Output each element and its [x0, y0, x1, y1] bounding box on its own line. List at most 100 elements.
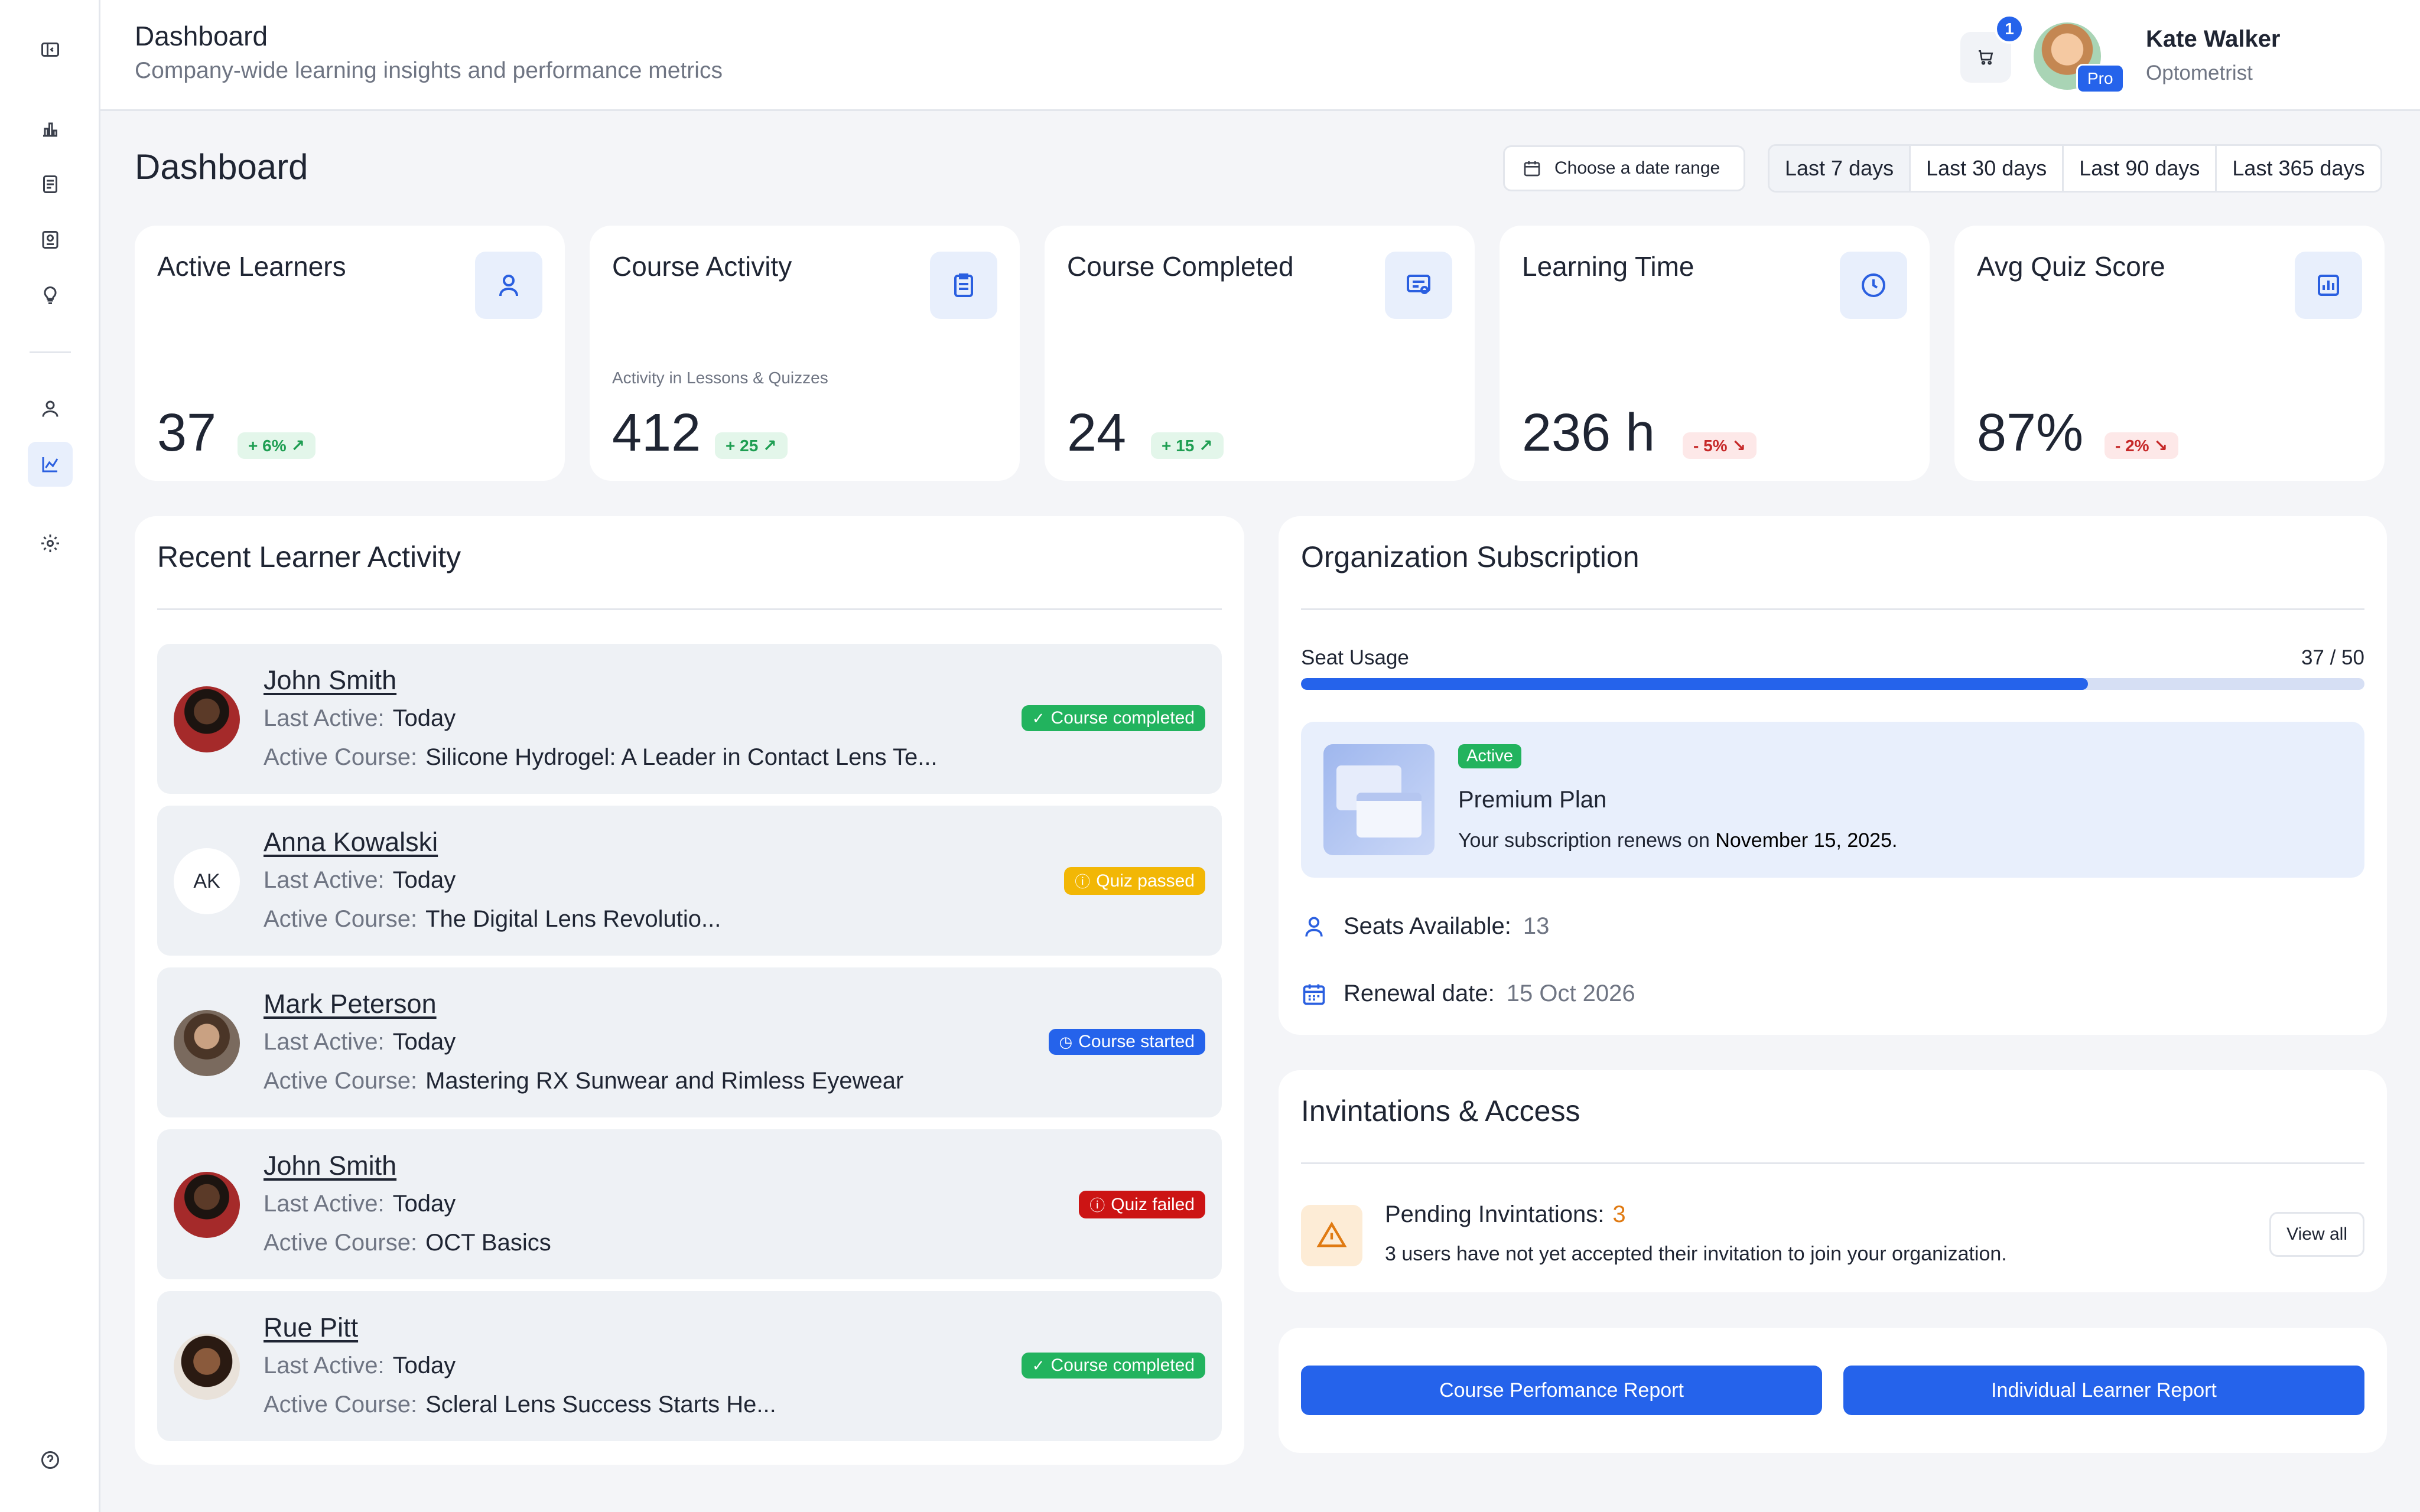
stat-title: Active Learners	[157, 251, 346, 282]
stat-title: Avg Quiz Score	[1977, 251, 2165, 282]
clipboard-icon	[954, 273, 973, 297]
stat-value: 24	[1067, 403, 1127, 462]
user-icon	[42, 400, 58, 417]
user-icon	[1305, 917, 1323, 937]
header-subtitle: Company-wide learning insights and perfo…	[135, 58, 723, 83]
stat-delta: - 5% ↘	[1683, 432, 1757, 459]
plan-name: Premium Plan	[1458, 787, 1607, 813]
collapse-sidebar-button[interactable]	[28, 27, 73, 72]
list-item[interactable]: AK Anna Kowalski Last Active: Today Activ…	[157, 806, 1222, 956]
cart-button[interactable]	[1960, 32, 2011, 83]
list-item[interactable]: John Smith Last Active: Today Active Cour…	[157, 1129, 1222, 1279]
lightbulb-icon	[44, 286, 57, 304]
range-tabs: Last 7 days Last 30 days Last 90 days La…	[1768, 144, 2382, 193]
nav-analytics[interactable]	[28, 442, 73, 487]
nav-settings[interactable]	[28, 521, 73, 566]
stat-card-course-completed: Course Completed 24 + 15 ↗	[1045, 226, 1475, 481]
stat-card-course-activity: Course Activity Activity in Lessons & Qu…	[590, 226, 1020, 481]
header-title: Dashboard	[135, 21, 268, 51]
pro-badge: Pro	[2076, 64, 2125, 93]
check-icon: ✓	[1032, 709, 1045, 727]
nav-reports[interactable]	[28, 106, 73, 151]
divider	[1301, 608, 2364, 610]
seat-usage-count: 37 / 50	[2301, 646, 2364, 669]
help-icon	[41, 1451, 59, 1469]
stat-title: Learning Time	[1522, 251, 1694, 282]
status-badge: ◷ Course started	[1048, 1029, 1205, 1055]
pending-description: 3 users have not yet accepted their invi…	[1385, 1243, 2007, 1265]
sidebar	[0, 0, 100, 1512]
status-badge: ⓘ Quiz failed	[1079, 1191, 1205, 1218]
top-bar: Dashboard Company-wide learning insights…	[100, 0, 2420, 111]
user-role: Optometrist	[2146, 61, 2253, 84]
renewal-date: Renewal date: 15 Oct 2026	[1301, 980, 1635, 1007]
nav-users[interactable]	[28, 386, 73, 431]
seat-usage-bar	[1301, 678, 2364, 690]
tab-last-7-days[interactable]: Last 7 days	[1770, 146, 1911, 191]
invitations-panel: Invintations & Access Pending Invintatio…	[1279, 1070, 2387, 1292]
stat-delta: + 25 ↗	[715, 432, 788, 459]
avatar	[174, 1334, 240, 1400]
individual-learner-report-button[interactable]: Individual Learner Report	[1843, 1366, 2364, 1415]
settings-icon	[41, 535, 59, 552]
divider	[1301, 1162, 2364, 1164]
warning-icon	[1316, 1221, 1347, 1247]
avatar	[174, 1172, 240, 1238]
status-badge: Active	[1458, 744, 1521, 768]
sidebar-divider	[30, 351, 71, 353]
stat-delta: + 6% ↗	[238, 432, 315, 459]
clock-icon: ◷	[1059, 1032, 1073, 1051]
date-range-label: Choose a date range	[1554, 158, 1720, 178]
avatar	[174, 686, 240, 752]
tab-last-30-days[interactable]: Last 30 days	[1911, 146, 2064, 191]
learner-name[interactable]: Mark Peterson	[264, 989, 437, 1019]
nav-courses[interactable]	[28, 162, 73, 207]
panel-title: Invintations & Access	[1301, 1094, 1580, 1128]
nav-ideas[interactable]	[28, 273, 73, 318]
stat-value: 87%	[1977, 403, 2084, 462]
user-name[interactable]: Kate Walker	[2146, 26, 2281, 52]
nav-help[interactable]	[28, 1438, 73, 1482]
plan-card: Active Premium Plan Your subscription re…	[1301, 722, 2364, 878]
credit-card-illustration	[1323, 744, 1435, 855]
tab-last-90-days[interactable]: Last 90 days	[2064, 146, 2217, 191]
user-icon	[499, 275, 518, 296]
learner-name[interactable]: Rue Pitt	[264, 1312, 359, 1342]
avatar: AK	[174, 848, 240, 914]
stat-note: Activity in Lessons & Quizzes	[612, 369, 828, 387]
list-item[interactable]: John Smith Last Active: Today Active Cour…	[157, 644, 1222, 794]
learner-name[interactable]: John Smith	[264, 665, 397, 695]
page-title: Dashboard	[135, 147, 308, 187]
stat-card-avg-quiz-score: Avg Quiz Score 87% - 2% ↘	[1954, 226, 2385, 481]
learner-name[interactable]: John Smith	[264, 1151, 397, 1181]
clock-icon	[1862, 273, 1885, 297]
status-badge: ⓘ Quiz passed	[1064, 867, 1205, 895]
list-item[interactable]: Mark Peterson Last Active: Today Active C…	[157, 967, 1222, 1117]
alert-circle-icon: ⓘ	[1089, 1197, 1105, 1214]
panel-title: Organization Subscription	[1301, 540, 1640, 573]
panel-title: Recent Learner Activity	[157, 540, 461, 573]
info-circle-icon: ⓘ	[1075, 873, 1091, 891]
list-item[interactable]: Rue Pitt Last Active: Today Active Course…	[157, 1291, 1222, 1441]
collapse-sidebar-icon	[41, 43, 59, 57]
status-badge: ✓ Course completed	[1021, 1353, 1205, 1379]
status-badge: ✓ Course completed	[1021, 705, 1205, 731]
stat-value: 37	[157, 403, 217, 462]
bar-chart-icon	[43, 122, 57, 137]
recent-activity-panel: Recent Learner Activity John Smith Last …	[135, 516, 1244, 1465]
nav-certificates[interactable]	[28, 217, 73, 262]
analytics-icon	[42, 457, 58, 472]
document-icon	[43, 175, 57, 193]
course-performance-report-button[interactable]: Course Perfomance Report	[1301, 1366, 1822, 1415]
check-icon: ✓	[1032, 1356, 1045, 1374]
view-all-button[interactable]: View all	[2269, 1212, 2364, 1257]
certificate-icon	[1407, 275, 1430, 294]
tab-last-365-days[interactable]: Last 365 days	[2232, 156, 2365, 180]
chart-icon	[2318, 275, 2339, 296]
stat-title: Course Activity	[612, 251, 792, 282]
learner-name[interactable]: Anna Kowalski	[264, 827, 438, 857]
calendar-icon	[1524, 161, 1540, 177]
stat-value: 412	[612, 403, 701, 462]
seat-usage-label: Seat Usage	[1301, 646, 1409, 669]
date-range-picker[interactable]: Choose a date range	[1503, 145, 1745, 191]
